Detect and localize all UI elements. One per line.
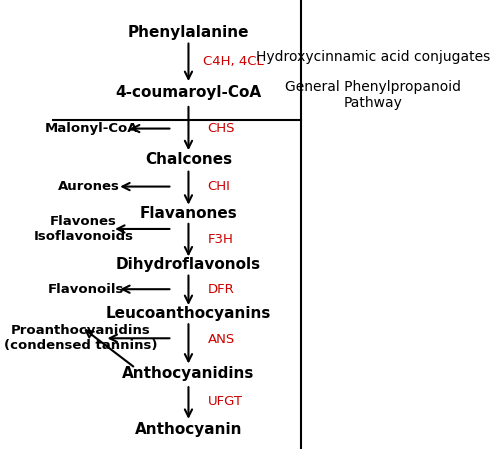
Text: UFGT: UFGT [208, 395, 242, 408]
Text: General Phenylpropanoid
Pathway: General Phenylpropanoid Pathway [284, 80, 461, 110]
Text: F3H: F3H [208, 233, 234, 246]
Text: Leucoanthocyanins: Leucoanthocyanins [106, 306, 271, 321]
Text: Flavones
Isoflavonoids: Flavones Isoflavonoids [34, 215, 134, 243]
Text: ANS: ANS [208, 333, 235, 346]
Text: Hydroxycinnamic acid conjugates: Hydroxycinnamic acid conjugates [256, 50, 490, 64]
Text: Chalcones: Chalcones [145, 152, 232, 167]
Text: Aurones: Aurones [58, 180, 120, 193]
Text: 4-coumaroyl-CoA: 4-coumaroyl-CoA [116, 85, 262, 101]
Text: Flavonoils: Flavonoils [48, 283, 124, 296]
Text: Phenylalanine: Phenylalanine [128, 25, 249, 40]
Text: CHS: CHS [208, 122, 235, 135]
Text: Flavanones: Flavanones [140, 206, 237, 221]
Text: Proanthocyanidins
(condensed tannins): Proanthocyanidins (condensed tannins) [4, 324, 157, 352]
Text: CHI: CHI [208, 180, 231, 193]
Text: DFR: DFR [208, 283, 234, 296]
Text: C4H, 4CL: C4H, 4CL [204, 55, 264, 68]
Text: Dihydroflavonols: Dihydroflavonols [116, 257, 261, 272]
Text: Malonyl-CoA: Malonyl-CoA [44, 122, 138, 135]
Text: Anthocyanidins: Anthocyanidins [122, 366, 254, 382]
Text: Anthocyanin: Anthocyanin [134, 422, 242, 437]
